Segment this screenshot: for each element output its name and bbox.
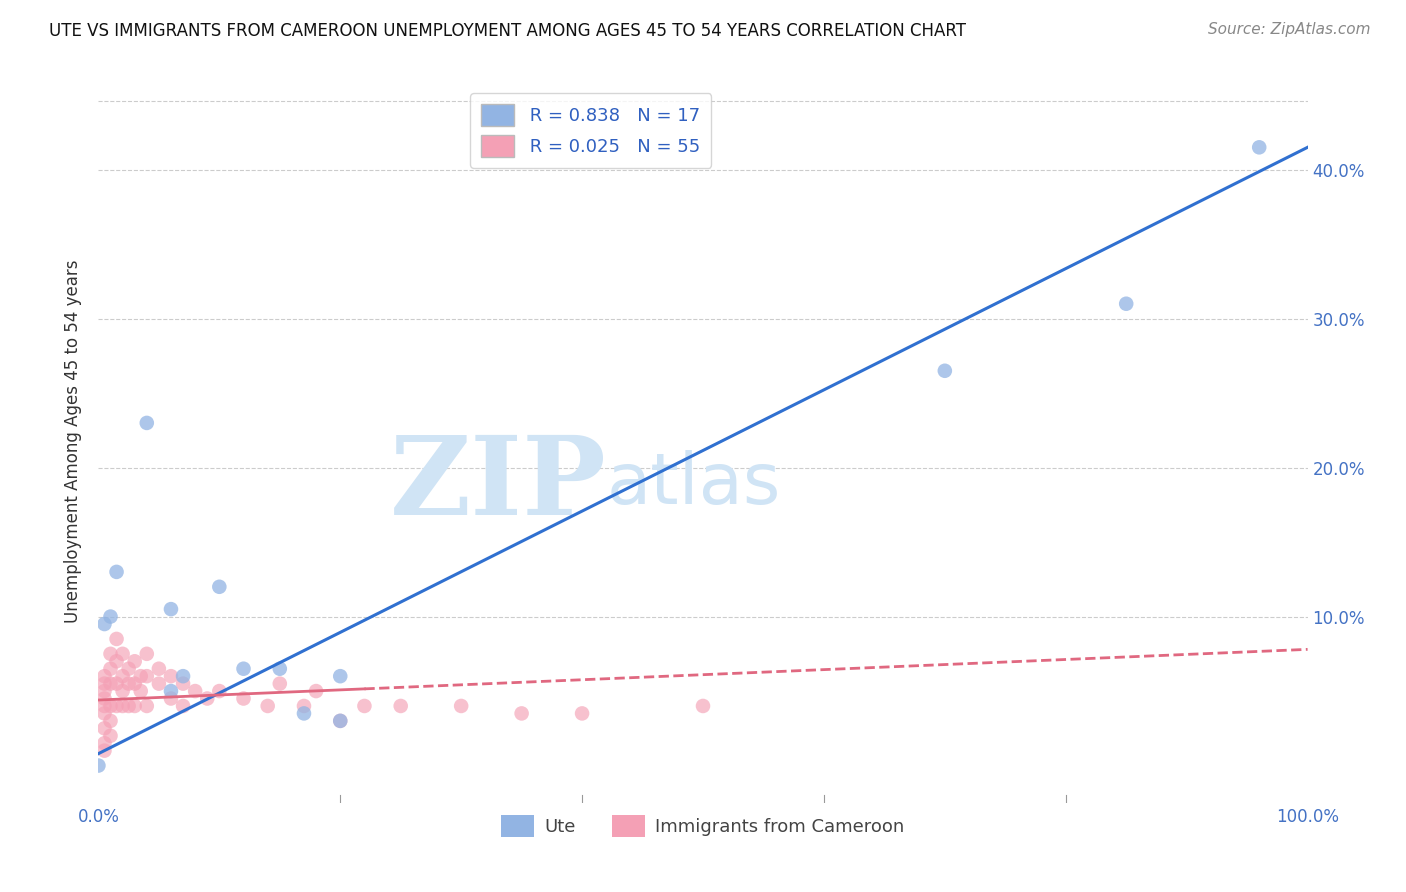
Point	[100, 698, 122, 713]
Point	[118, 698, 141, 713]
Point	[292, 698, 315, 713]
Point	[329, 714, 352, 728]
Point	[571, 706, 593, 721]
Point	[329, 669, 352, 683]
Point	[105, 676, 128, 690]
Point	[100, 676, 122, 690]
Point	[510, 706, 533, 721]
Point	[135, 647, 157, 661]
Point	[208, 684, 231, 698]
Point	[450, 698, 472, 713]
Point	[135, 669, 157, 683]
Point	[1249, 140, 1271, 154]
Point	[105, 698, 128, 713]
Point	[208, 580, 231, 594]
Point	[118, 676, 141, 690]
Point	[148, 662, 170, 676]
Point	[329, 714, 352, 728]
Point	[172, 676, 194, 690]
Point	[93, 721, 115, 735]
Point	[93, 744, 115, 758]
Point	[135, 416, 157, 430]
Point	[93, 691, 115, 706]
Point	[353, 698, 375, 713]
Point	[93, 698, 115, 713]
Legend: Ute, Immigrants from Cameroon: Ute, Immigrants from Cameroon	[494, 808, 912, 845]
Point	[100, 729, 122, 743]
Point	[93, 617, 115, 632]
Point	[292, 706, 315, 721]
Text: Source: ZipAtlas.com: Source: ZipAtlas.com	[1208, 22, 1371, 37]
Text: UTE VS IMMIGRANTS FROM CAMEROON UNEMPLOYMENT AMONG AGES 45 TO 54 YEARS CORRELATI: UTE VS IMMIGRANTS FROM CAMEROON UNEMPLOY…	[49, 22, 966, 40]
Point	[118, 662, 141, 676]
Point	[111, 647, 134, 661]
Point	[93, 684, 115, 698]
Point	[105, 654, 128, 668]
Point	[93, 669, 115, 683]
Point	[124, 698, 146, 713]
Point	[305, 684, 328, 698]
Point	[100, 714, 122, 728]
Text: ZIP: ZIP	[389, 432, 606, 539]
Point	[172, 698, 194, 713]
Point	[160, 602, 183, 616]
Point	[692, 698, 714, 713]
Point	[124, 654, 146, 668]
Point	[124, 676, 146, 690]
Point	[93, 736, 115, 750]
Point	[232, 662, 254, 676]
Point	[135, 698, 157, 713]
Point	[256, 698, 278, 713]
Y-axis label: Unemployment Among Ages 45 to 54 years: Unemployment Among Ages 45 to 54 years	[65, 260, 83, 624]
Point	[195, 691, 218, 706]
Point	[93, 676, 115, 690]
Point	[129, 684, 152, 698]
Point	[389, 698, 412, 713]
Point	[148, 676, 170, 690]
Point	[172, 669, 194, 683]
Point	[100, 609, 122, 624]
Point	[269, 676, 291, 690]
Point	[111, 669, 134, 683]
Text: atlas: atlas	[606, 450, 780, 519]
Point	[934, 364, 956, 378]
Point	[232, 691, 254, 706]
Point	[87, 758, 110, 772]
Point	[129, 669, 152, 683]
Point	[160, 684, 183, 698]
Point	[160, 669, 183, 683]
Point	[105, 632, 128, 646]
Point	[111, 684, 134, 698]
Point	[1115, 297, 1137, 311]
Point	[105, 565, 128, 579]
Point	[93, 706, 115, 721]
Point	[184, 684, 207, 698]
Point	[111, 698, 134, 713]
Point	[100, 662, 122, 676]
Point	[160, 691, 183, 706]
Point	[100, 647, 122, 661]
Point	[269, 662, 291, 676]
